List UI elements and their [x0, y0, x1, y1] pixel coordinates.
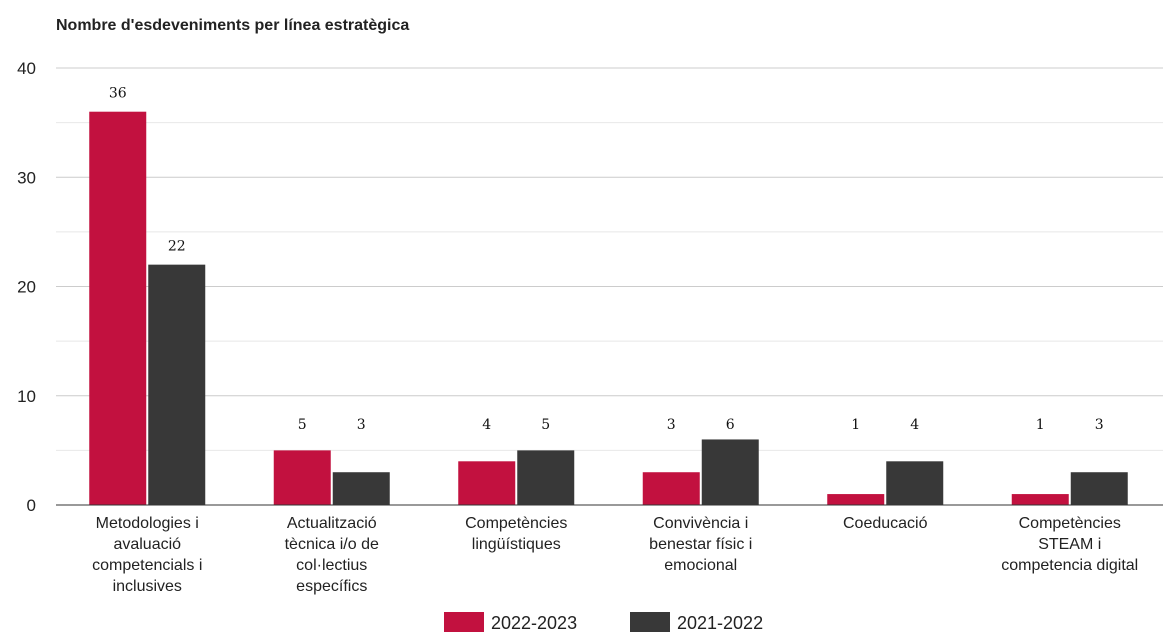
bar [517, 450, 575, 505]
x-tick-label: Competències [465, 515, 567, 532]
y-tick-label: 20 [17, 278, 36, 297]
bar [458, 461, 516, 505]
data-label: 6 [726, 417, 735, 433]
data-label: 3 [667, 417, 676, 433]
data-label: 1 [851, 417, 860, 433]
x-tick-label: competencia digital [1001, 557, 1138, 574]
data-label: 22 [168, 239, 186, 255]
x-tick-label: lingüístiques [472, 536, 561, 553]
x-tick-label: emocional [664, 557, 737, 574]
x-axis-labels: Metodologies i avaluació competencials i in… [92, 515, 1138, 595]
bar [273, 450, 331, 505]
bar [332, 472, 390, 505]
x-tick-label: STEAM i [1038, 536, 1101, 553]
bar [148, 264, 206, 505]
x-tick-label: avaluació [113, 536, 181, 553]
data-label: 4 [910, 417, 919, 433]
bar [89, 111, 147, 505]
y-tick-label: 30 [17, 168, 36, 187]
y-tick-label: 10 [17, 387, 36, 406]
bar [701, 439, 759, 505]
bar [642, 472, 700, 505]
bar [1011, 494, 1069, 505]
x-tick-label: Coeducació [843, 515, 928, 532]
x-tick-label: col·lectius [296, 557, 367, 574]
legend-label: 2022-2023 [491, 613, 577, 633]
x-tick-label: inclusives [113, 578, 182, 595]
legend-swatch [630, 612, 670, 632]
data-label: 3 [357, 417, 366, 433]
x-tick-label: benestar físic i [649, 536, 752, 553]
data-label: 3 [1095, 417, 1104, 433]
x-tick-label: Competències [1019, 515, 1121, 532]
data-label: 1 [1036, 417, 1045, 433]
bar [886, 461, 944, 505]
x-tick-label: tècnica i/o de [285, 536, 379, 553]
bar [827, 494, 885, 505]
y-axis-ticks: 0 10 20 30 40 [17, 59, 36, 515]
x-tick-label: competencials i [92, 557, 202, 574]
x-tick-label: específics [296, 578, 367, 595]
legend-label: 2021-2022 [677, 613, 763, 633]
y-tick-label: 40 [17, 59, 36, 78]
x-tick-label: Metodologies i [96, 515, 199, 532]
x-tick-label: Convivència i [653, 515, 748, 532]
grid-lines [56, 67, 1163, 451]
bar [1070, 472, 1128, 505]
data-label: 36 [109, 86, 127, 102]
x-tick-label: Actualització [287, 515, 377, 532]
data-label: 4 [482, 417, 491, 433]
data-label: 5 [541, 417, 550, 433]
legend-swatch [444, 612, 484, 632]
legend: 2022-2023 2021-2022 [444, 612, 763, 633]
chart-title: Nombre d'esdeveniments per línea estratè… [56, 17, 409, 34]
y-tick-label: 0 [27, 496, 36, 515]
bars [89, 111, 1128, 505]
data-label: 5 [298, 417, 307, 433]
